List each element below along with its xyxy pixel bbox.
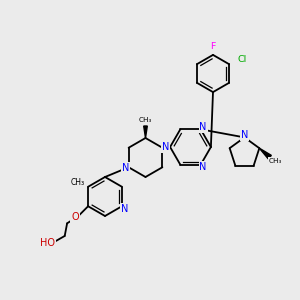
Text: N: N [121,204,129,214]
Text: Cl: Cl [237,55,246,64]
Text: O: O [71,212,79,222]
Text: HO: HO [40,238,55,248]
Polygon shape [144,126,147,138]
Polygon shape [259,148,271,159]
Text: N: N [200,122,207,132]
Text: N: N [122,163,129,173]
Text: N: N [241,130,248,140]
Text: N: N [200,162,207,172]
Text: F: F [210,42,216,51]
Text: CH₃: CH₃ [268,158,282,164]
Text: N: N [162,142,169,152]
Text: CH₃: CH₃ [70,178,85,187]
Text: CH₃: CH₃ [139,117,152,123]
